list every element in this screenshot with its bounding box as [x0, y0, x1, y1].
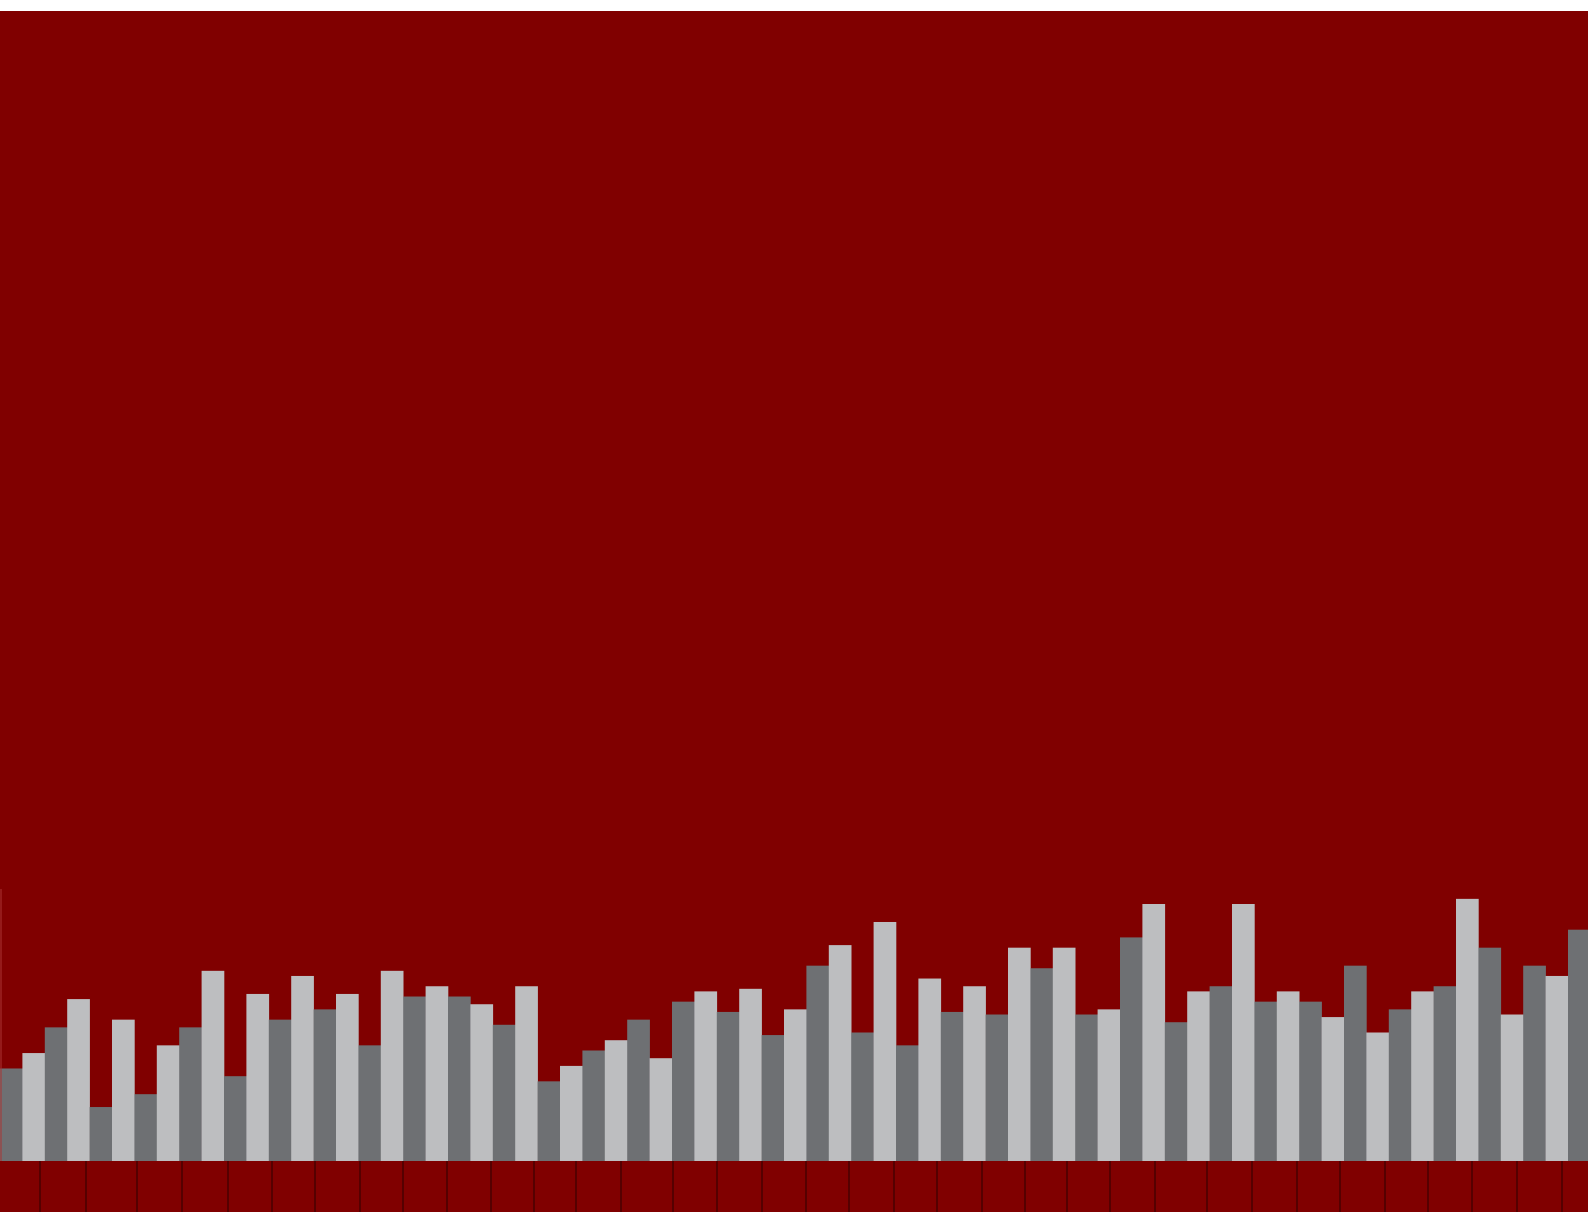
bar-chart	[0, 11, 1588, 1212]
bar-15	[313, 1009, 337, 1161]
x-axis-ticks	[39, 1161, 1563, 1212]
bar-69	[1523, 965, 1546, 1161]
bar-51	[1120, 937, 1143, 1161]
bar-43	[940, 1011, 964, 1161]
bar-48	[1052, 947, 1076, 1161]
bar-29	[627, 1019, 650, 1161]
chart-area	[0, 11, 1588, 1212]
bar-42	[918, 978, 942, 1161]
bar-56	[1232, 904, 1255, 1161]
bar-66	[1456, 898, 1479, 1161]
bar-19	[403, 996, 426, 1161]
bar-35	[761, 1035, 785, 1161]
bar-26	[560, 1065, 583, 1161]
bar-39	[851, 1032, 874, 1161]
bar-30	[649, 1058, 673, 1161]
bar-63	[1388, 1009, 1412, 1161]
bar-65	[1433, 986, 1457, 1161]
bar-4	[67, 999, 90, 1161]
bar-3	[44, 1027, 68, 1161]
bar-16	[336, 993, 359, 1161]
bar-52	[1142, 904, 1166, 1161]
bar-68	[1500, 1014, 1524, 1161]
bar-25	[537, 1081, 561, 1161]
bar-20	[425, 986, 449, 1161]
bar-8	[156, 1045, 180, 1161]
bar-54	[1187, 991, 1210, 1161]
bar-57	[1254, 1001, 1278, 1161]
bar-21	[448, 996, 471, 1161]
bar-6	[112, 1019, 135, 1161]
bar-59	[1299, 1001, 1322, 1161]
bar-2	[22, 1053, 46, 1161]
bar-27	[582, 1050, 606, 1161]
bar-38	[828, 945, 852, 1161]
bar-47	[1030, 968, 1054, 1161]
bar-49	[1075, 1014, 1098, 1161]
bar-67	[1478, 947, 1502, 1161]
bar-7	[134, 1094, 158, 1161]
bar-24	[515, 986, 538, 1161]
bar-12	[246, 993, 270, 1161]
bar-64	[1411, 991, 1434, 1161]
bar-46	[1008, 947, 1031, 1161]
bar-1	[0, 1068, 23, 1161]
bar-23	[492, 1024, 516, 1161]
bar-60	[1321, 1017, 1345, 1161]
bar-18	[380, 970, 404, 1161]
bar-36	[784, 1009, 807, 1161]
bar-34	[739, 988, 762, 1161]
bar-9	[179, 1027, 202, 1161]
bar-40	[873, 921, 897, 1161]
bar-33	[716, 1011, 740, 1161]
bar-71	[1568, 929, 1588, 1161]
bar-10	[201, 970, 225, 1161]
bar-55	[1209, 986, 1233, 1161]
bar-14	[291, 975, 314, 1161]
bar-50	[1097, 1009, 1121, 1161]
bar-32	[694, 991, 718, 1161]
bar-31	[672, 1001, 695, 1161]
bar-11	[224, 1076, 247, 1161]
bar-45	[985, 1014, 1009, 1161]
bar-44	[963, 986, 986, 1161]
bar-41	[896, 1045, 919, 1161]
bar-61	[1344, 965, 1367, 1161]
bar-5	[89, 1107, 113, 1161]
bar-37	[806, 965, 830, 1161]
bar-70	[1545, 975, 1569, 1161]
bar-series	[0, 898, 1588, 1161]
bar-62	[1366, 1032, 1390, 1161]
bar-22	[470, 1004, 494, 1161]
bar-13	[268, 1019, 292, 1161]
bar-58	[1276, 991, 1300, 1161]
bar-17	[358, 1045, 382, 1161]
bar-53	[1164, 1022, 1188, 1161]
bar-28	[604, 1040, 628, 1161]
